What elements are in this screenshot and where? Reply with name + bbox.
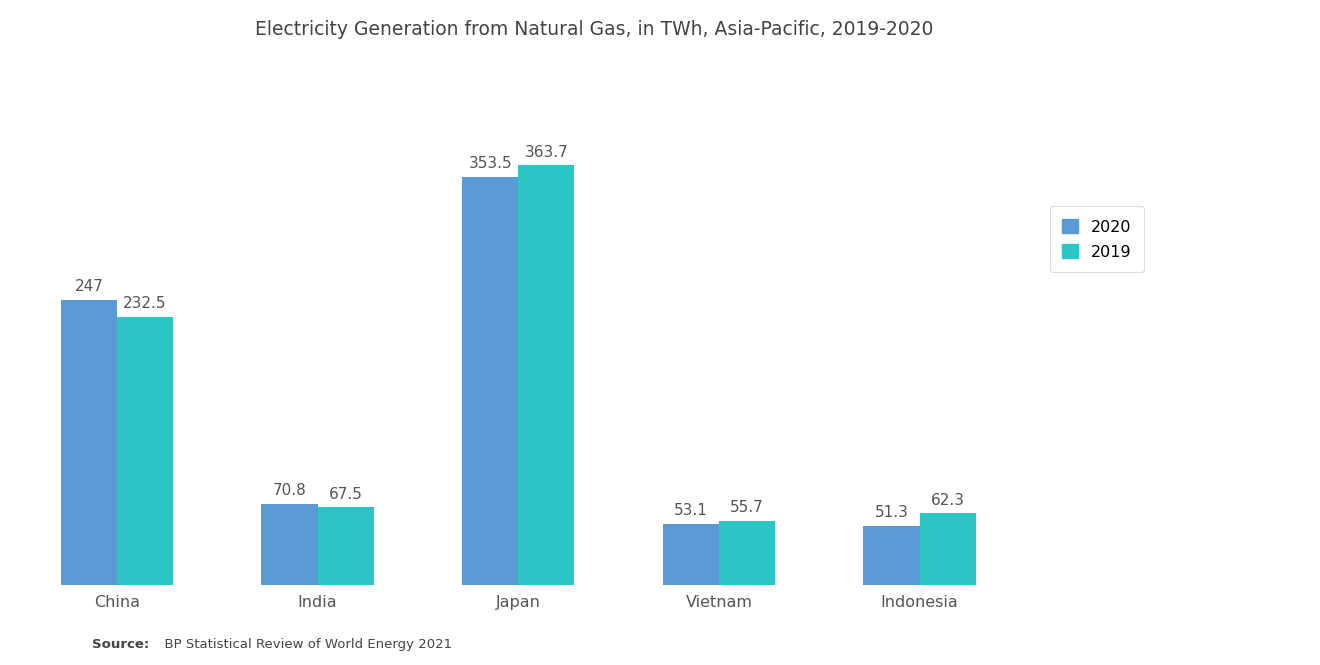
Bar [117,317,173,585]
Text: Electricity Generation from Natural Gas, in TWh, Asia-Pacific, 2019-2020: Electricity Generation from Natural Gas,… [255,20,933,39]
Bar [261,503,318,585]
Text: 247: 247 [74,279,103,295]
Text: Source:: Source: [92,638,149,652]
Text: 51.3: 51.3 [875,505,908,521]
Bar [318,507,374,585]
Bar [462,178,519,585]
Text: 55.7: 55.7 [730,500,764,515]
Bar [719,521,775,585]
Text: 67.5: 67.5 [329,487,363,501]
Text: 62.3: 62.3 [931,493,965,507]
Legend: 2020, 2019: 2020, 2019 [1049,206,1144,273]
Text: 53.1: 53.1 [675,503,708,518]
Text: 363.7: 363.7 [524,145,569,160]
Text: 70.8: 70.8 [273,483,306,498]
Bar [663,524,719,585]
Text: BP Statistical Review of World Energy 2021: BP Statistical Review of World Energy 20… [156,638,451,652]
Bar [61,300,117,585]
Bar [863,526,920,585]
Bar [920,513,975,585]
Bar [519,166,574,585]
Text: 232.5: 232.5 [123,296,166,311]
Text: 353.5: 353.5 [469,156,512,172]
